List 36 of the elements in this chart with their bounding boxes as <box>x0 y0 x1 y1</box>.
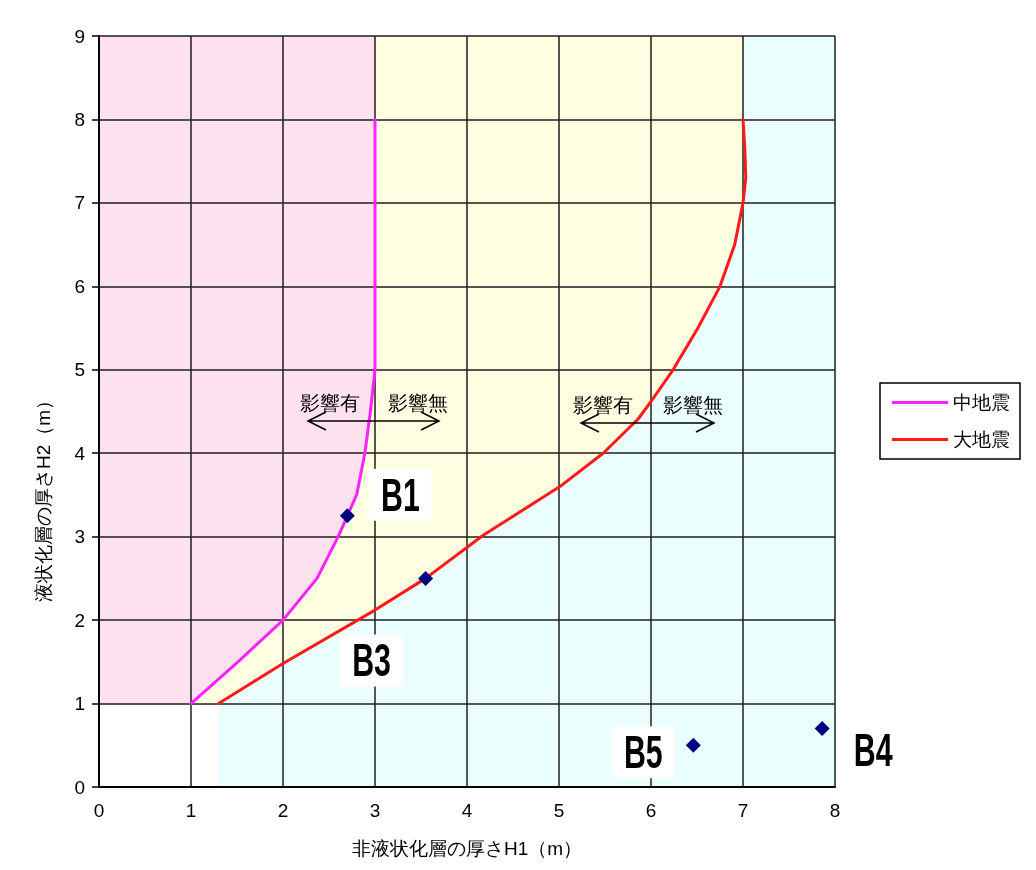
x-tick-label: 0 <box>93 800 105 821</box>
y-tick-label: 0 <box>74 776 85 798</box>
annotation: B4 <box>853 724 893 775</box>
annotation: 影響有 <box>573 394 633 416</box>
x-tick-label: 6 <box>645 800 657 821</box>
x-tick-label: 7 <box>737 800 749 821</box>
y-tick-label: 9 <box>74 25 85 47</box>
annotation: 影響有 <box>300 392 360 414</box>
annotation: B3 <box>352 635 392 686</box>
point <box>814 721 830 737</box>
y-tick-label: 5 <box>74 359 85 381</box>
y-tick-label: 3 <box>74 526 85 548</box>
x-tick-label: 3 <box>369 800 381 821</box>
legend-label: 大地震 <box>953 429 1010 450</box>
annotation: B5 <box>623 726 663 778</box>
x-tick-label: 5 <box>553 800 565 821</box>
y-tick-label: 2 <box>74 609 85 631</box>
y-axis-title: 液状化層の厚さH2（m） <box>33 390 54 603</box>
y-tick-label: 7 <box>74 192 85 214</box>
x-tick-label: 2 <box>277 800 289 821</box>
y-tick-label: 8 <box>74 108 85 130</box>
y-tick-label: 4 <box>74 442 86 464</box>
y-tick-label: 1 <box>74 693 85 715</box>
line-series <box>217 117 748 706</box>
point <box>339 508 355 524</box>
x-tick-label: 4 <box>461 800 473 821</box>
y-tick-label: 6 <box>74 275 85 297</box>
point <box>685 737 701 753</box>
x-axis-title: 非液状化層の厚さH1（m） <box>351 838 583 859</box>
annotation: 影響無 <box>663 394 723 416</box>
annotation: B1 <box>380 469 420 521</box>
point <box>418 570 434 586</box>
x-tick-label: 1 <box>185 800 197 821</box>
x-tick-label: 8 <box>829 800 841 821</box>
legend-label: 中地震 <box>953 392 1010 413</box>
annotation: 影響無 <box>388 392 448 414</box>
